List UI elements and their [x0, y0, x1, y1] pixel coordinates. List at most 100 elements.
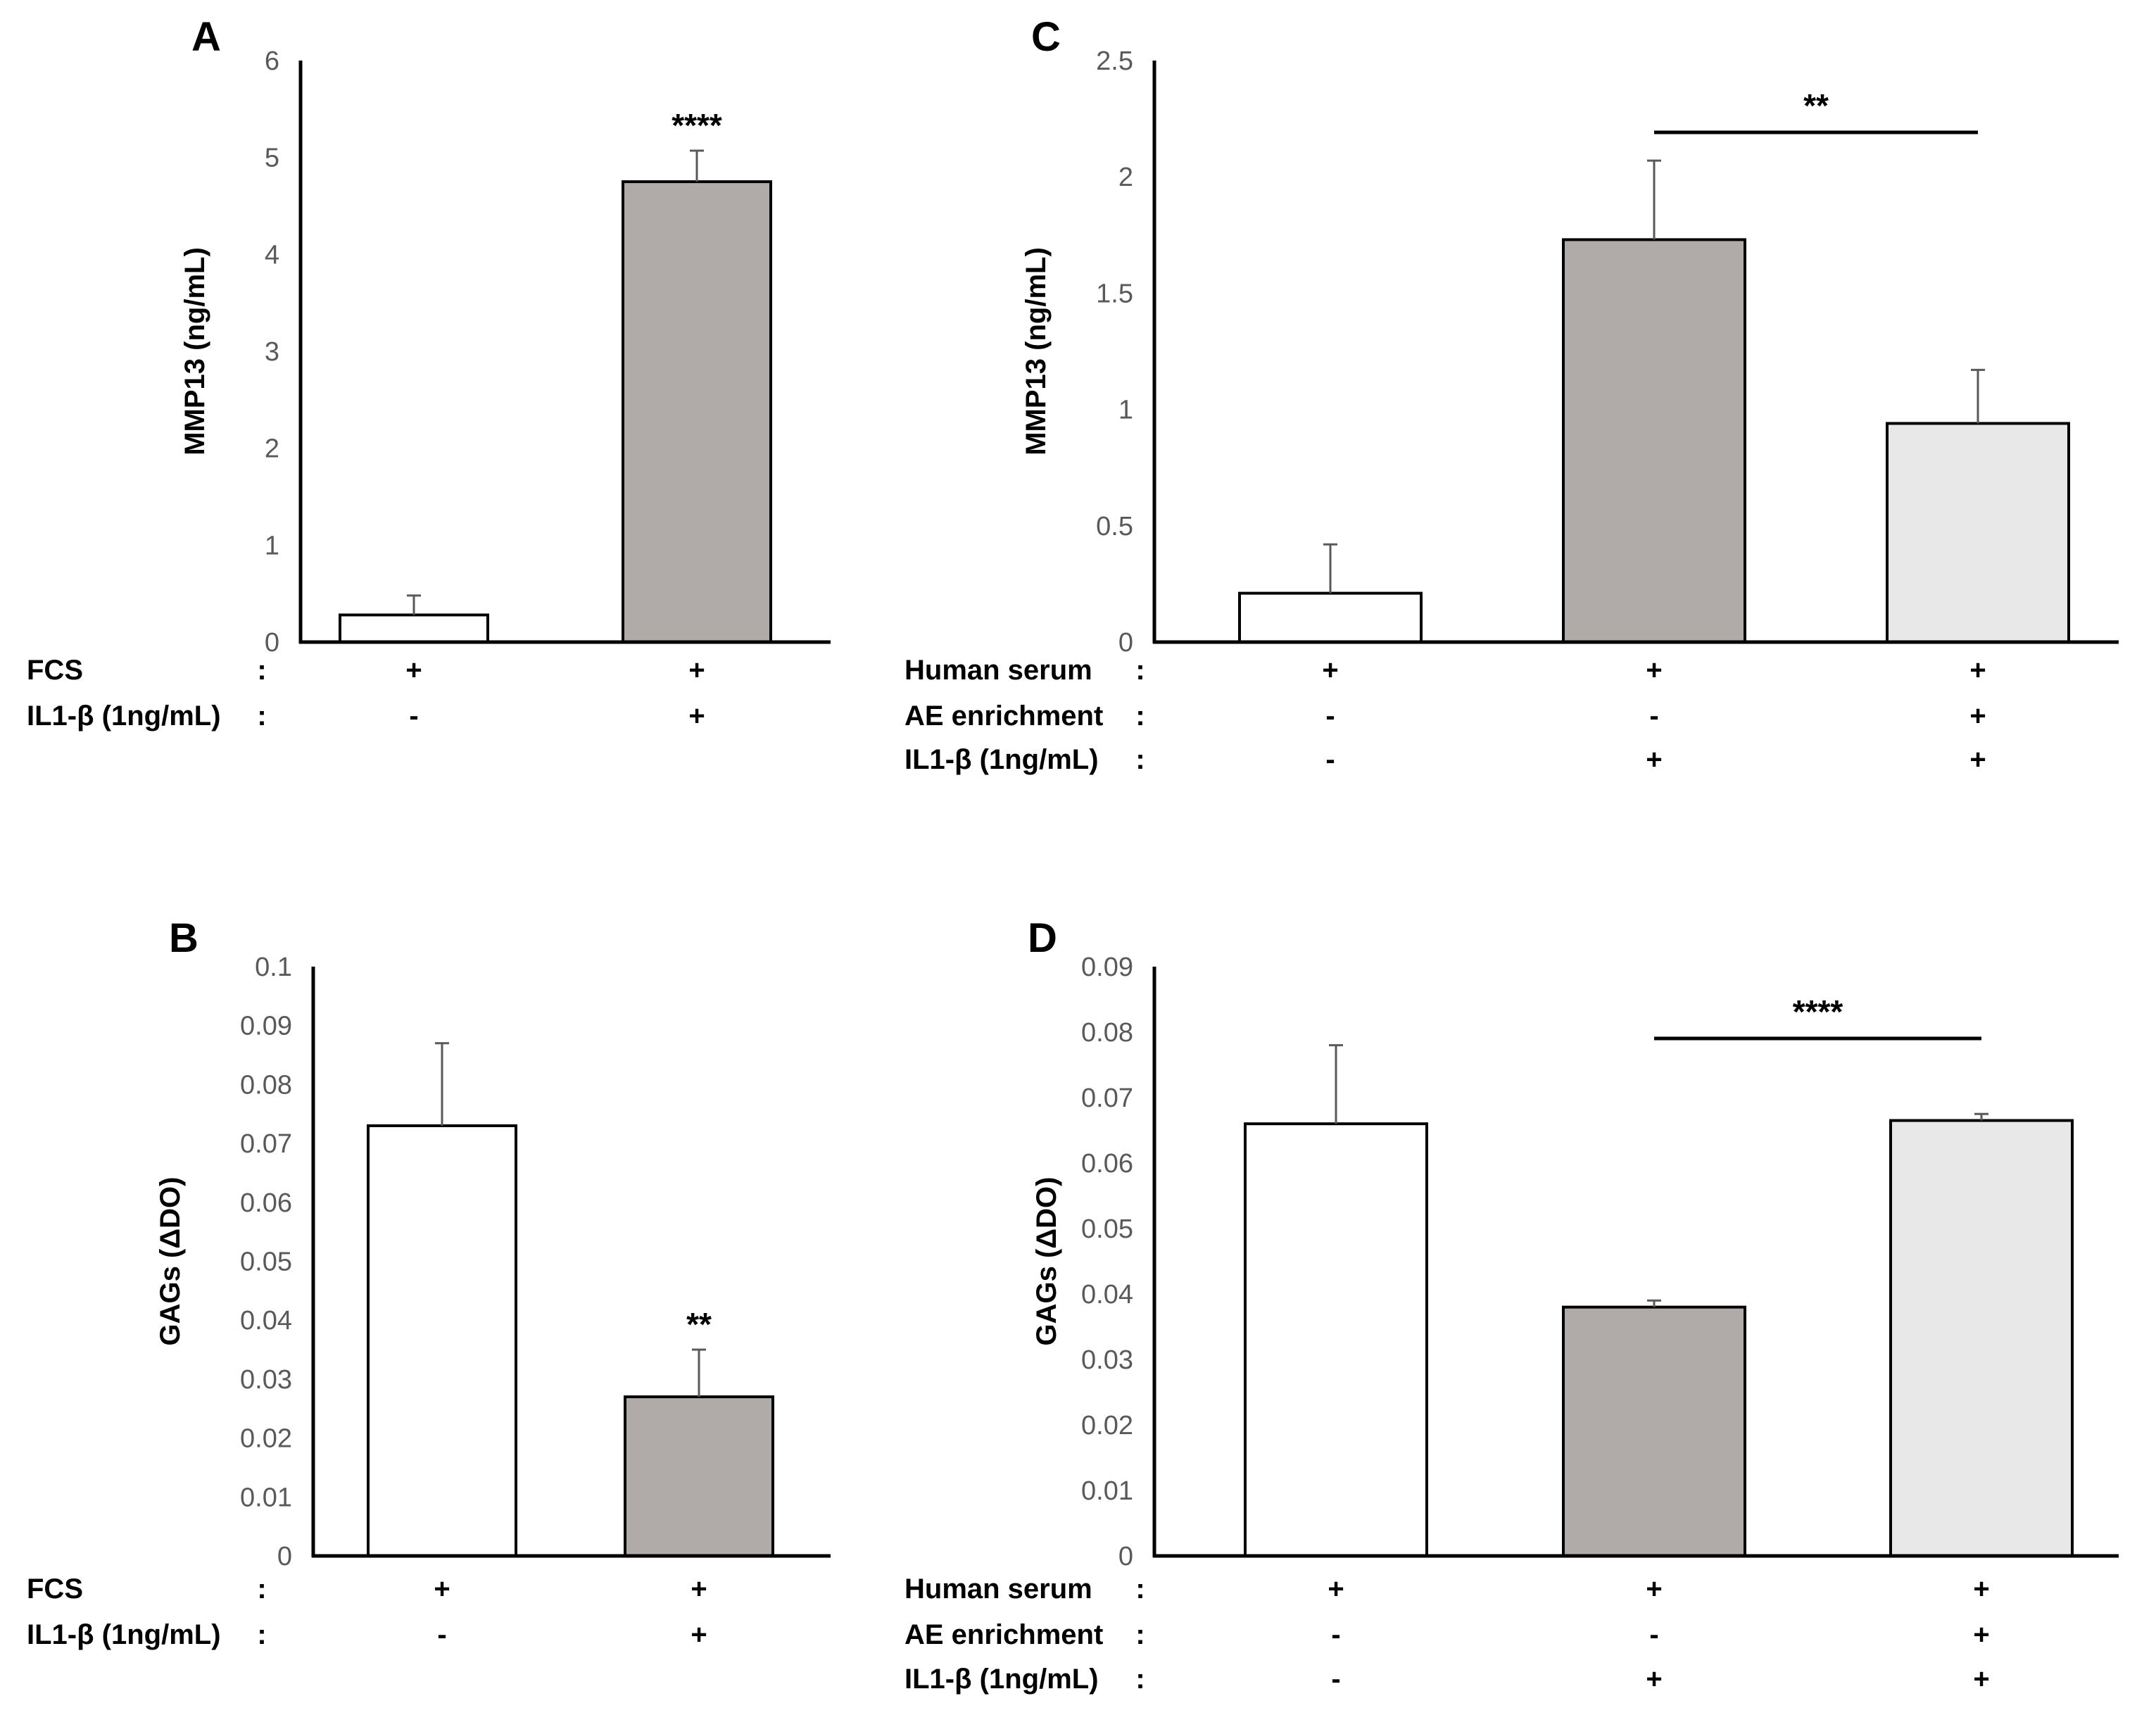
condition-mark: -	[1649, 1619, 1658, 1650]
condition-mark: +	[688, 655, 705, 686]
y-axis-label: GAGs (ΔDO)	[155, 1177, 186, 1346]
y-tick-label: 1	[1118, 396, 1133, 425]
bar	[1886, 422, 2070, 643]
condition-mark: -	[1325, 744, 1335, 775]
y-tick-label: 0.07	[240, 1129, 292, 1159]
y-tick-label: 0.05	[1081, 1214, 1133, 1244]
significance-marker: ****	[1793, 993, 1843, 1030]
y-tick-label: 0.01	[1081, 1476, 1133, 1506]
y-tick-label: 2	[265, 434, 279, 464]
condition-label: AE enrichment	[904, 701, 1103, 731]
y-tick-label: 0.08	[1081, 1018, 1133, 1048]
panel-b: B 0 0.01 0.02 0.03 0.04 0.05 0.06 0.07 0.08 0.09 0.…	[27, 915, 831, 1650]
panel-letter: A	[191, 14, 221, 60]
condition-mark: +	[688, 701, 705, 731]
condition-mark: +	[1969, 655, 1986, 686]
y-tick-label: 0	[1118, 1542, 1133, 1571]
y-tick-label: 0.05	[240, 1248, 292, 1277]
y-tick-label: 6	[265, 46, 279, 76]
condition-label: AE enrichment	[904, 1619, 1103, 1650]
significance-marker: **	[686, 1306, 712, 1343]
y-tick-label: 0.08	[240, 1070, 292, 1100]
condition-mark: +	[1328, 1574, 1344, 1604]
bar	[1562, 1305, 1746, 1557]
condition-mark: -	[409, 701, 418, 731]
y-tick-label: 0.01	[240, 1483, 292, 1512]
y-tick-label: 0.04	[240, 1306, 292, 1336]
condition-separator: :	[1135, 1619, 1145, 1650]
condition-mark: -	[1325, 701, 1335, 731]
y-tick-label: 0.02	[240, 1424, 292, 1454]
bar	[1889, 1119, 2074, 1558]
bar	[1238, 591, 1423, 644]
y-tick-label: 0.03	[1081, 1345, 1133, 1375]
condition-separator: :	[1135, 1664, 1145, 1695]
condition-separator: :	[1135, 701, 1145, 731]
condition-mark: +	[691, 1574, 707, 1604]
bar	[1244, 1122, 1428, 1557]
bar	[367, 1124, 517, 1557]
condition-label: IL1-β (1ng/mL)	[27, 701, 221, 731]
significance-marker: **	[1803, 87, 1829, 124]
condition-mark: +	[1973, 1574, 1989, 1604]
condition-mark: -	[1331, 1664, 1340, 1695]
y-tick-label: 0.5	[1096, 512, 1133, 541]
y-axis-label: GAGs (ΔDO)	[1031, 1177, 1062, 1346]
y-tick-label: 2.5	[1096, 46, 1133, 76]
panel-c: C 0 0.5 1 1.5 2 2.5 MMP13 (ng/mL) ** Human serum:…	[904, 14, 2119, 775]
y-tick-label: 0	[265, 628, 279, 658]
y-tick-label: 0	[1118, 628, 1133, 658]
significance-marker: ****	[672, 107, 722, 144]
y-tick-label: 0.03	[240, 1365, 292, 1395]
condition-mark: +	[405, 655, 422, 686]
condition-separator: :	[1135, 655, 1145, 686]
y-tick-label: 0.1	[255, 953, 292, 982]
y-tick-label: 5	[265, 144, 279, 173]
condition-separator: :	[257, 701, 266, 731]
condition-separator: :	[257, 1574, 266, 1604]
condition-mark: -	[1649, 701, 1658, 731]
y-tick-label: 0.06	[1081, 1149, 1133, 1179]
condition-mark: -	[1331, 1619, 1340, 1650]
condition-mark: +	[1973, 1664, 1989, 1695]
y-tick-label: 0.07	[1081, 1084, 1133, 1113]
condition-label: IL1-β (1ng/mL)	[27, 1619, 221, 1650]
condition-separator: :	[1135, 744, 1145, 775]
condition-mark: +	[1646, 1574, 1662, 1604]
y-tick-label: 0.09	[1081, 953, 1133, 982]
y-tick-label: 0	[277, 1542, 292, 1571]
y-axis-label: MMP13 (ng/mL)	[179, 247, 210, 456]
panel-d: D 0 0.01 0.02 0.03 0.04 0.05 0.06 0.07 0.08 0.09 GA…	[904, 915, 2119, 1695]
condition-mark: +	[1969, 701, 1986, 731]
bar	[339, 613, 489, 643]
condition-label: FCS	[27, 1574, 83, 1604]
condition-mark: +	[434, 1574, 450, 1604]
y-tick-label: 0.04	[1081, 1280, 1133, 1310]
panel-a: A 0 1 2 3 4 5 6 MMP13 (ng/mL) **** FCS: + + IL1-β (1n…	[27, 14, 831, 731]
condition-label: Human serum	[904, 655, 1092, 686]
y-axis-label: MMP13 (ng/mL)	[1021, 247, 1052, 456]
condition-mark: +	[691, 1619, 707, 1650]
condition-mark: -	[437, 1619, 446, 1650]
panel-letter: D	[1028, 915, 1057, 961]
condition-mark: +	[1646, 1664, 1662, 1695]
bar	[1562, 238, 1746, 643]
bar	[622, 180, 772, 644]
y-tick-label: 3	[265, 337, 279, 367]
y-tick-label: 1.5	[1096, 279, 1133, 308]
condition-mark: +	[1973, 1619, 1989, 1650]
y-tick-label: 2	[1118, 163, 1133, 192]
condition-mark: +	[1646, 655, 1662, 686]
condition-mark: +	[1322, 655, 1338, 686]
condition-separator: :	[1135, 1574, 1145, 1604]
condition-label: FCS	[27, 655, 83, 686]
y-tick-label: 0.06	[240, 1188, 292, 1218]
condition-label: Human serum	[904, 1574, 1092, 1604]
y-tick-label: 0.09	[240, 1012, 292, 1041]
panel-letter: C	[1031, 14, 1061, 60]
bar	[624, 1395, 774, 1558]
condition-mark: +	[1969, 744, 1986, 775]
panel-letter: B	[169, 915, 198, 961]
y-tick-label: 0.02	[1081, 1411, 1133, 1440]
